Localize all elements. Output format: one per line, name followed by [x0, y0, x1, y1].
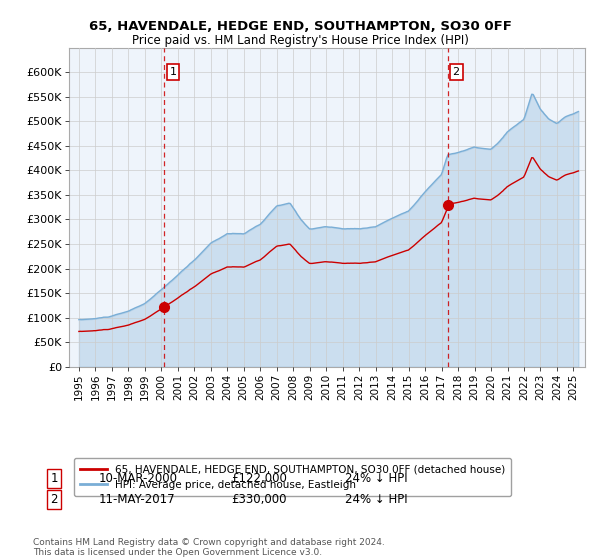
Legend: 65, HAVENDALE, HEDGE END, SOUTHAMPTON, SO30 0FF (detached house), HPI: Average p: 65, HAVENDALE, HEDGE END, SOUTHAMPTON, S… [74, 458, 511, 496]
Text: 24% ↓ HPI: 24% ↓ HPI [345, 472, 407, 486]
Text: 1: 1 [169, 67, 176, 77]
Text: 1: 1 [50, 472, 58, 486]
Text: 10-MAR-2000: 10-MAR-2000 [99, 472, 178, 486]
Text: £122,000: £122,000 [231, 472, 287, 486]
Text: 24% ↓ HPI: 24% ↓ HPI [345, 493, 407, 506]
Text: 65, HAVENDALE, HEDGE END, SOUTHAMPTON, SO30 0FF: 65, HAVENDALE, HEDGE END, SOUTHAMPTON, S… [89, 20, 511, 32]
Text: £330,000: £330,000 [231, 493, 287, 506]
Text: Contains HM Land Registry data © Crown copyright and database right 2024.
This d: Contains HM Land Registry data © Crown c… [33, 538, 385, 557]
Text: 2: 2 [452, 67, 460, 77]
Text: 11-MAY-2017: 11-MAY-2017 [99, 493, 176, 506]
Text: Price paid vs. HM Land Registry's House Price Index (HPI): Price paid vs. HM Land Registry's House … [131, 34, 469, 46]
Text: 2: 2 [50, 493, 58, 506]
